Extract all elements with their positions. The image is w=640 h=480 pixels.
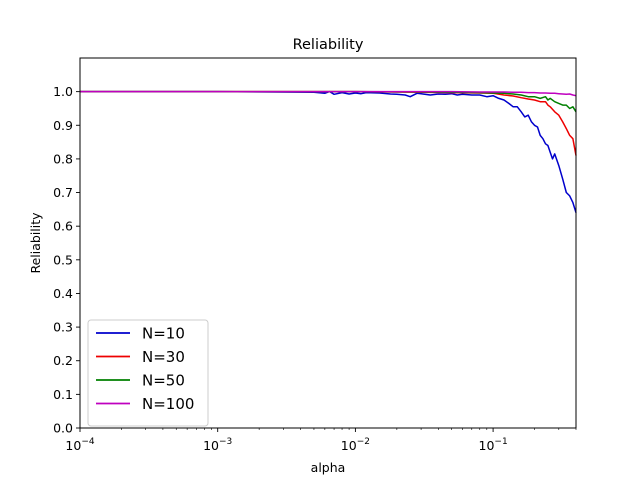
x-tick-exponent: −3 xyxy=(219,437,232,447)
series-line-n10 xyxy=(80,90,577,213)
plot-area-frame xyxy=(79,57,577,429)
y-tick-label: 0.9 xyxy=(53,118,73,133)
chart-title: Reliability xyxy=(293,37,364,53)
legend-box xyxy=(87,319,209,427)
y-tick-label: 0.2 xyxy=(53,353,73,368)
x-tick-exponent: −1 xyxy=(494,437,507,447)
x-tick-label: 10−1 xyxy=(479,437,508,453)
y-tick-label: 0.6 xyxy=(53,219,73,234)
x-tick-label: 10−3 xyxy=(203,437,232,453)
legend-label: N=10 xyxy=(142,325,185,343)
y-tick-label: 0.7 xyxy=(53,185,73,200)
y-axis-label: Reliability xyxy=(28,212,43,274)
series-line-n30 xyxy=(80,90,577,156)
legend: N=10 N=30 N=50 N=100 xyxy=(87,319,209,427)
x-tick-base: 10 xyxy=(203,438,219,453)
legend-label: N=50 xyxy=(142,372,185,390)
y-tick-label: 0.1 xyxy=(53,387,73,402)
y-tick-label: 0.3 xyxy=(53,320,73,335)
x-tick-base: 10 xyxy=(65,438,81,453)
y-tick-label: 0.4 xyxy=(53,286,73,301)
y-tick-label: 0.0 xyxy=(53,421,73,436)
y-tick-label: 0.5 xyxy=(53,252,73,267)
x-tick-label: 10−2 xyxy=(341,437,370,453)
legend-label: N=30 xyxy=(142,348,185,366)
x-axis-label: alpha xyxy=(311,460,346,475)
x-tick-exponent: −4 xyxy=(81,437,95,447)
x-tick-label: 10−4 xyxy=(65,437,94,453)
series-line-n100 xyxy=(80,90,577,97)
x-tick-base: 10 xyxy=(341,438,357,453)
x-tick-base: 10 xyxy=(479,438,495,453)
legend-label: N=100 xyxy=(142,395,194,413)
y-tick-label: 0.8 xyxy=(53,151,73,166)
y-tick-label: 1.0 xyxy=(53,84,73,99)
x-tick-exponent: −2 xyxy=(357,437,370,447)
